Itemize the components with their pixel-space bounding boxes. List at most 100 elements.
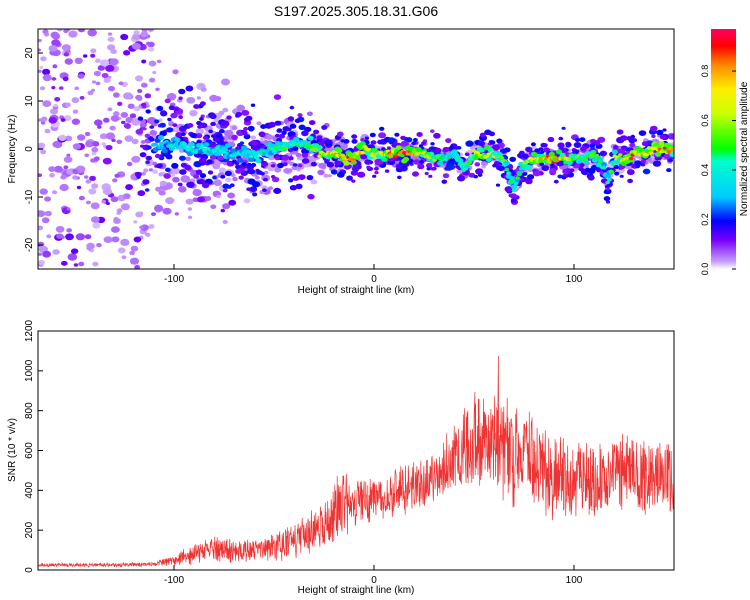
heatmap-cell <box>189 110 198 117</box>
heatmap-cell <box>66 228 72 233</box>
heatmap-cell <box>381 147 386 151</box>
heatmap-cell <box>87 90 94 96</box>
heatmap-cell <box>510 198 517 203</box>
heatmap-cell <box>484 129 492 136</box>
heatmap-cell <box>133 220 138 224</box>
heatmap-cell <box>158 135 165 140</box>
heatmap-cell <box>121 255 127 260</box>
heatmap-cell <box>46 234 52 239</box>
heatmap-cell <box>41 217 50 224</box>
heatmap-cell <box>38 259 45 265</box>
heatmap-cell <box>84 131 91 137</box>
heatmap-cell <box>222 219 228 224</box>
heatmap-cell <box>289 185 297 191</box>
heatmap-cell <box>152 169 158 174</box>
heatmap-cell <box>298 124 306 131</box>
heatmap-cell <box>289 123 297 129</box>
heatmap-cell <box>193 174 200 179</box>
heatmap-cell <box>274 120 282 126</box>
heatmap-cell <box>374 170 379 175</box>
heatmap-cell <box>619 174 624 178</box>
heatmap-cell <box>61 44 71 52</box>
heatmap-cell <box>139 152 147 158</box>
heatmap-cell <box>525 164 532 170</box>
heatmap-cell <box>273 187 282 194</box>
heatmap-cell <box>222 107 229 113</box>
heatmap-cell <box>56 233 64 239</box>
heatmap-cell <box>86 242 95 250</box>
heatmap-cell <box>288 178 294 183</box>
spectrogram-y-label: Frequency (Hz) <box>7 115 18 184</box>
heatmap-cell <box>209 94 219 102</box>
heatmap-cell <box>90 48 97 54</box>
heatmap-cell <box>511 188 517 193</box>
heatmap-cell <box>52 141 61 148</box>
heatmap-cell <box>145 109 151 114</box>
heatmap-cell <box>148 168 153 172</box>
heatmap-cell <box>416 132 423 137</box>
heatmap-cell <box>91 80 97 84</box>
heatmap-cell <box>413 138 418 142</box>
spectrogram-cells <box>38 29 674 269</box>
heatmap-cell <box>241 162 247 167</box>
heatmap-cell <box>479 132 486 138</box>
heatmap-cell <box>142 179 150 185</box>
heatmap-cell <box>155 186 162 192</box>
heatmap-cell <box>237 158 244 163</box>
heatmap-cell <box>140 140 146 144</box>
heatmap-cell <box>334 160 342 166</box>
heatmap-cell <box>139 225 144 229</box>
heatmap-cell <box>629 142 636 148</box>
heatmap-cell <box>608 169 614 174</box>
heatmap-cell <box>171 162 179 169</box>
heatmap-cell <box>89 175 96 181</box>
heatmap-cell <box>91 216 100 223</box>
colorbar-gradient <box>711 29 736 269</box>
heatmap-cell <box>387 137 396 144</box>
heatmap-cell <box>123 123 131 129</box>
figure-title: S197.2025.305.18.31.G06 <box>274 3 438 19</box>
heatmap-cell <box>475 168 484 175</box>
heatmap-cell <box>270 164 276 168</box>
heatmap-cell <box>90 202 100 210</box>
heatmap-cell <box>120 112 129 118</box>
heatmap-cell <box>202 135 209 140</box>
heatmap-cell <box>203 142 210 147</box>
heatmap-cell <box>456 158 464 163</box>
heatmap-cell <box>395 145 402 151</box>
heatmap-cell <box>634 160 642 166</box>
heatmap-cell <box>504 147 511 153</box>
heatmap-cell <box>509 156 517 162</box>
heatmap-cell <box>666 150 672 154</box>
heatmap-cell <box>42 250 51 258</box>
heatmap-cell <box>307 135 314 141</box>
heatmap-cell <box>207 142 216 148</box>
heatmap-cell <box>42 68 51 76</box>
heatmap-cell <box>274 167 282 173</box>
heatmap-cell <box>137 116 144 121</box>
heatmap-cell <box>354 155 361 160</box>
heatmap-cell <box>51 39 61 47</box>
heatmap-cell <box>562 168 570 175</box>
heatmap-cell <box>316 145 323 150</box>
heatmap-cell <box>669 152 674 157</box>
y-tick-label: 20 <box>24 47 35 59</box>
heatmap-cell <box>263 170 269 175</box>
heatmap-cell <box>58 134 67 141</box>
heatmap-cell <box>381 157 388 163</box>
heatmap-cell <box>127 103 135 109</box>
heatmap-cell <box>343 139 350 144</box>
heatmap-cell <box>111 236 120 243</box>
heatmap-cell <box>532 170 541 177</box>
heatmap-cell <box>663 153 672 160</box>
heatmap-cell <box>160 110 168 117</box>
heatmap-cell <box>417 163 425 170</box>
heatmap-cell <box>218 167 226 174</box>
heatmap-cell <box>105 144 113 151</box>
heatmap-cell <box>38 210 46 217</box>
heatmap-cell <box>53 103 58 108</box>
heatmap-cell <box>129 250 136 256</box>
heatmap-cell <box>317 169 325 176</box>
heatmap-cell <box>113 92 120 98</box>
heatmap-cell <box>132 33 141 40</box>
